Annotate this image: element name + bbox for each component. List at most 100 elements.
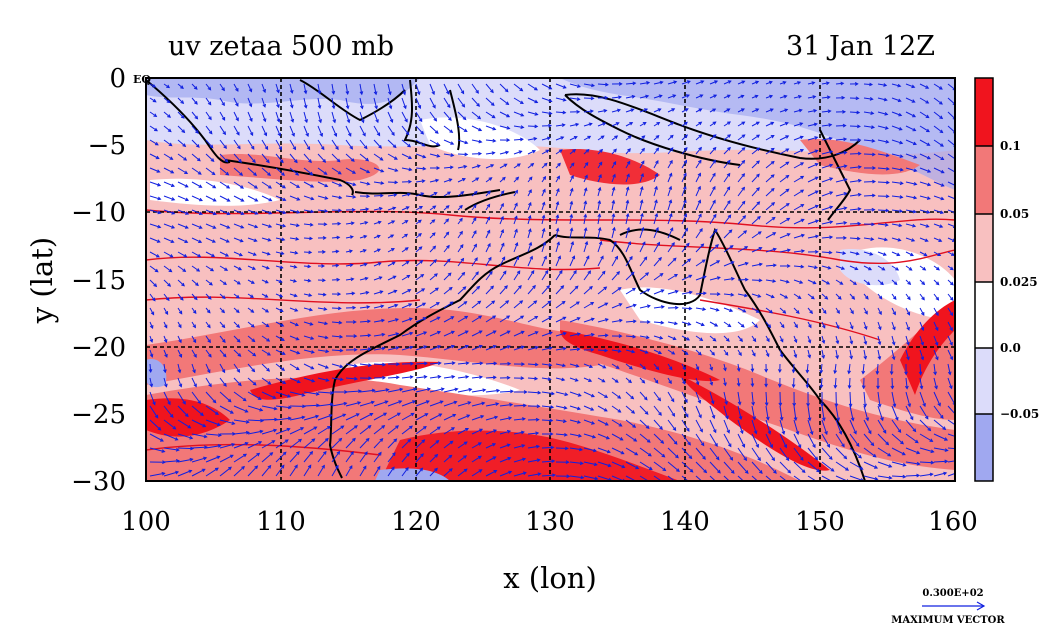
- wind-vector-head: [250, 309, 255, 313]
- wind-vector: [737, 335, 743, 342]
- wind-vector-head: [252, 381, 257, 386]
- wind-vector: [429, 259, 437, 267]
- wind-vector-head: [908, 267, 913, 271]
- wind-vector: [639, 447, 652, 457]
- wind-vector-head: [486, 216, 490, 221]
- wind-vector: [527, 300, 537, 309]
- wind-vector: [303, 307, 313, 311]
- wind-vector: [429, 125, 439, 134]
- wind-vector: [611, 109, 621, 113]
- wind-vector: [513, 150, 522, 155]
- wind-vector: [737, 201, 746, 211]
- wind-vector: [359, 167, 370, 173]
- wind-vector-head: [170, 239, 175, 243]
- wind-vector-head: [403, 105, 407, 110]
- wind-vector-head: [561, 377, 566, 382]
- wind-vector-head: [201, 468, 206, 473]
- wind-vector: [177, 153, 187, 161]
- wind-vector: [793, 162, 804, 169]
- wind-vector: [541, 83, 552, 90]
- wind-vector: [723, 121, 731, 127]
- wind-vector: [443, 97, 451, 108]
- wind-vector-head: [303, 104, 308, 109]
- wind-vector-head: [800, 233, 805, 238]
- wind-vector-head: [856, 124, 861, 129]
- wind-vector: [289, 335, 299, 341]
- wind-vector: [793, 189, 804, 197]
- wind-vector: [261, 391, 276, 399]
- wind-vector: [317, 209, 328, 212]
- wind-vector: [233, 419, 249, 423]
- wind-vector-head: [741, 121, 746, 125]
- wind-vector: [275, 377, 286, 384]
- wind-vector: [751, 461, 763, 474]
- wind-vector-head: [703, 469, 708, 474]
- wind-vector: [149, 251, 160, 258]
- wind-vector-head: [221, 87, 225, 92]
- wind-vector: [359, 97, 363, 109]
- wind-vector-head: [576, 332, 581, 337]
- wind-vector-head: [194, 115, 199, 120]
- wind-vector-head: [354, 425, 358, 429]
- wind-vector: [345, 153, 355, 162]
- wind-vector-head: [555, 227, 560, 232]
- wind-vector: [849, 475, 864, 481]
- wind-vector-head: [406, 192, 412, 197]
- wind-vector: [919, 349, 924, 360]
- wind-vector-head: [888, 464, 893, 468]
- y-tick-label: −25: [71, 400, 126, 430]
- wind-vector-head: [193, 383, 197, 388]
- wind-vector: [891, 125, 902, 131]
- wind-vector-head: [541, 201, 546, 206]
- wind-vector-head: [627, 148, 631, 152]
- wind-vector: [765, 321, 771, 328]
- wind-vector: [835, 321, 840, 329]
- wind-vector: [387, 139, 397, 148]
- wind-vector: [667, 147, 674, 155]
- wind-vector-head: [436, 142, 440, 146]
- wind-vector-head: [674, 273, 678, 278]
- wind-vector-head: [683, 199, 687, 204]
- wind-vector-head: [870, 125, 876, 129]
- wind-vector-head: [490, 89, 494, 94]
- wind-vector: [149, 223, 161, 228]
- wind-vector: [639, 122, 647, 127]
- y-tick-label: −30: [71, 467, 126, 497]
- wind-vector: [751, 307, 760, 313]
- wind-vector-head: [431, 232, 436, 237]
- wind-vector: [625, 256, 633, 267]
- wind-vector-head: [602, 122, 607, 126]
- wind-vector-head: [884, 112, 889, 116]
- wind-vector-head: [583, 213, 588, 218]
- wind-vector: [373, 276, 382, 281]
- wind-vector-head: [287, 394, 292, 398]
- wind-vector-head: [769, 309, 774, 314]
- wind-vector-head: [579, 461, 584, 466]
- wind-vector: [555, 228, 559, 239]
- wind-vector-head: [309, 171, 314, 176]
- wind-vector: [513, 242, 518, 253]
- wind-vector: [163, 377, 167, 387]
- wind-vector: [541, 189, 546, 197]
- wind-vector-head: [819, 369, 824, 374]
- wind-vector-head: [534, 86, 539, 91]
- wind-vector-head: [296, 451, 300, 455]
- wind-vector: [891, 349, 895, 360]
- wind-vector-head: [264, 279, 269, 284]
- wind-vector-head: [589, 285, 593, 290]
- wind-vector: [457, 258, 464, 267]
- wind-vector: [387, 248, 395, 253]
- wind-vector-head: [620, 450, 625, 455]
- wind-vector: [653, 122, 660, 127]
- wind-vector-head: [899, 140, 904, 145]
- wind-vector-head: [926, 210, 931, 214]
- wind-vector: [751, 263, 762, 267]
- wind-vector-head: [779, 338, 784, 343]
- wind-vector-head: [646, 320, 651, 324]
- wind-vector-head: [436, 154, 441, 158]
- wind-vector-head: [528, 176, 533, 181]
- wind-vector: [289, 97, 293, 108]
- wind-vector: [583, 241, 588, 253]
- wind-vector-head: [508, 470, 513, 475]
- wind-vector-head: [922, 266, 927, 271]
